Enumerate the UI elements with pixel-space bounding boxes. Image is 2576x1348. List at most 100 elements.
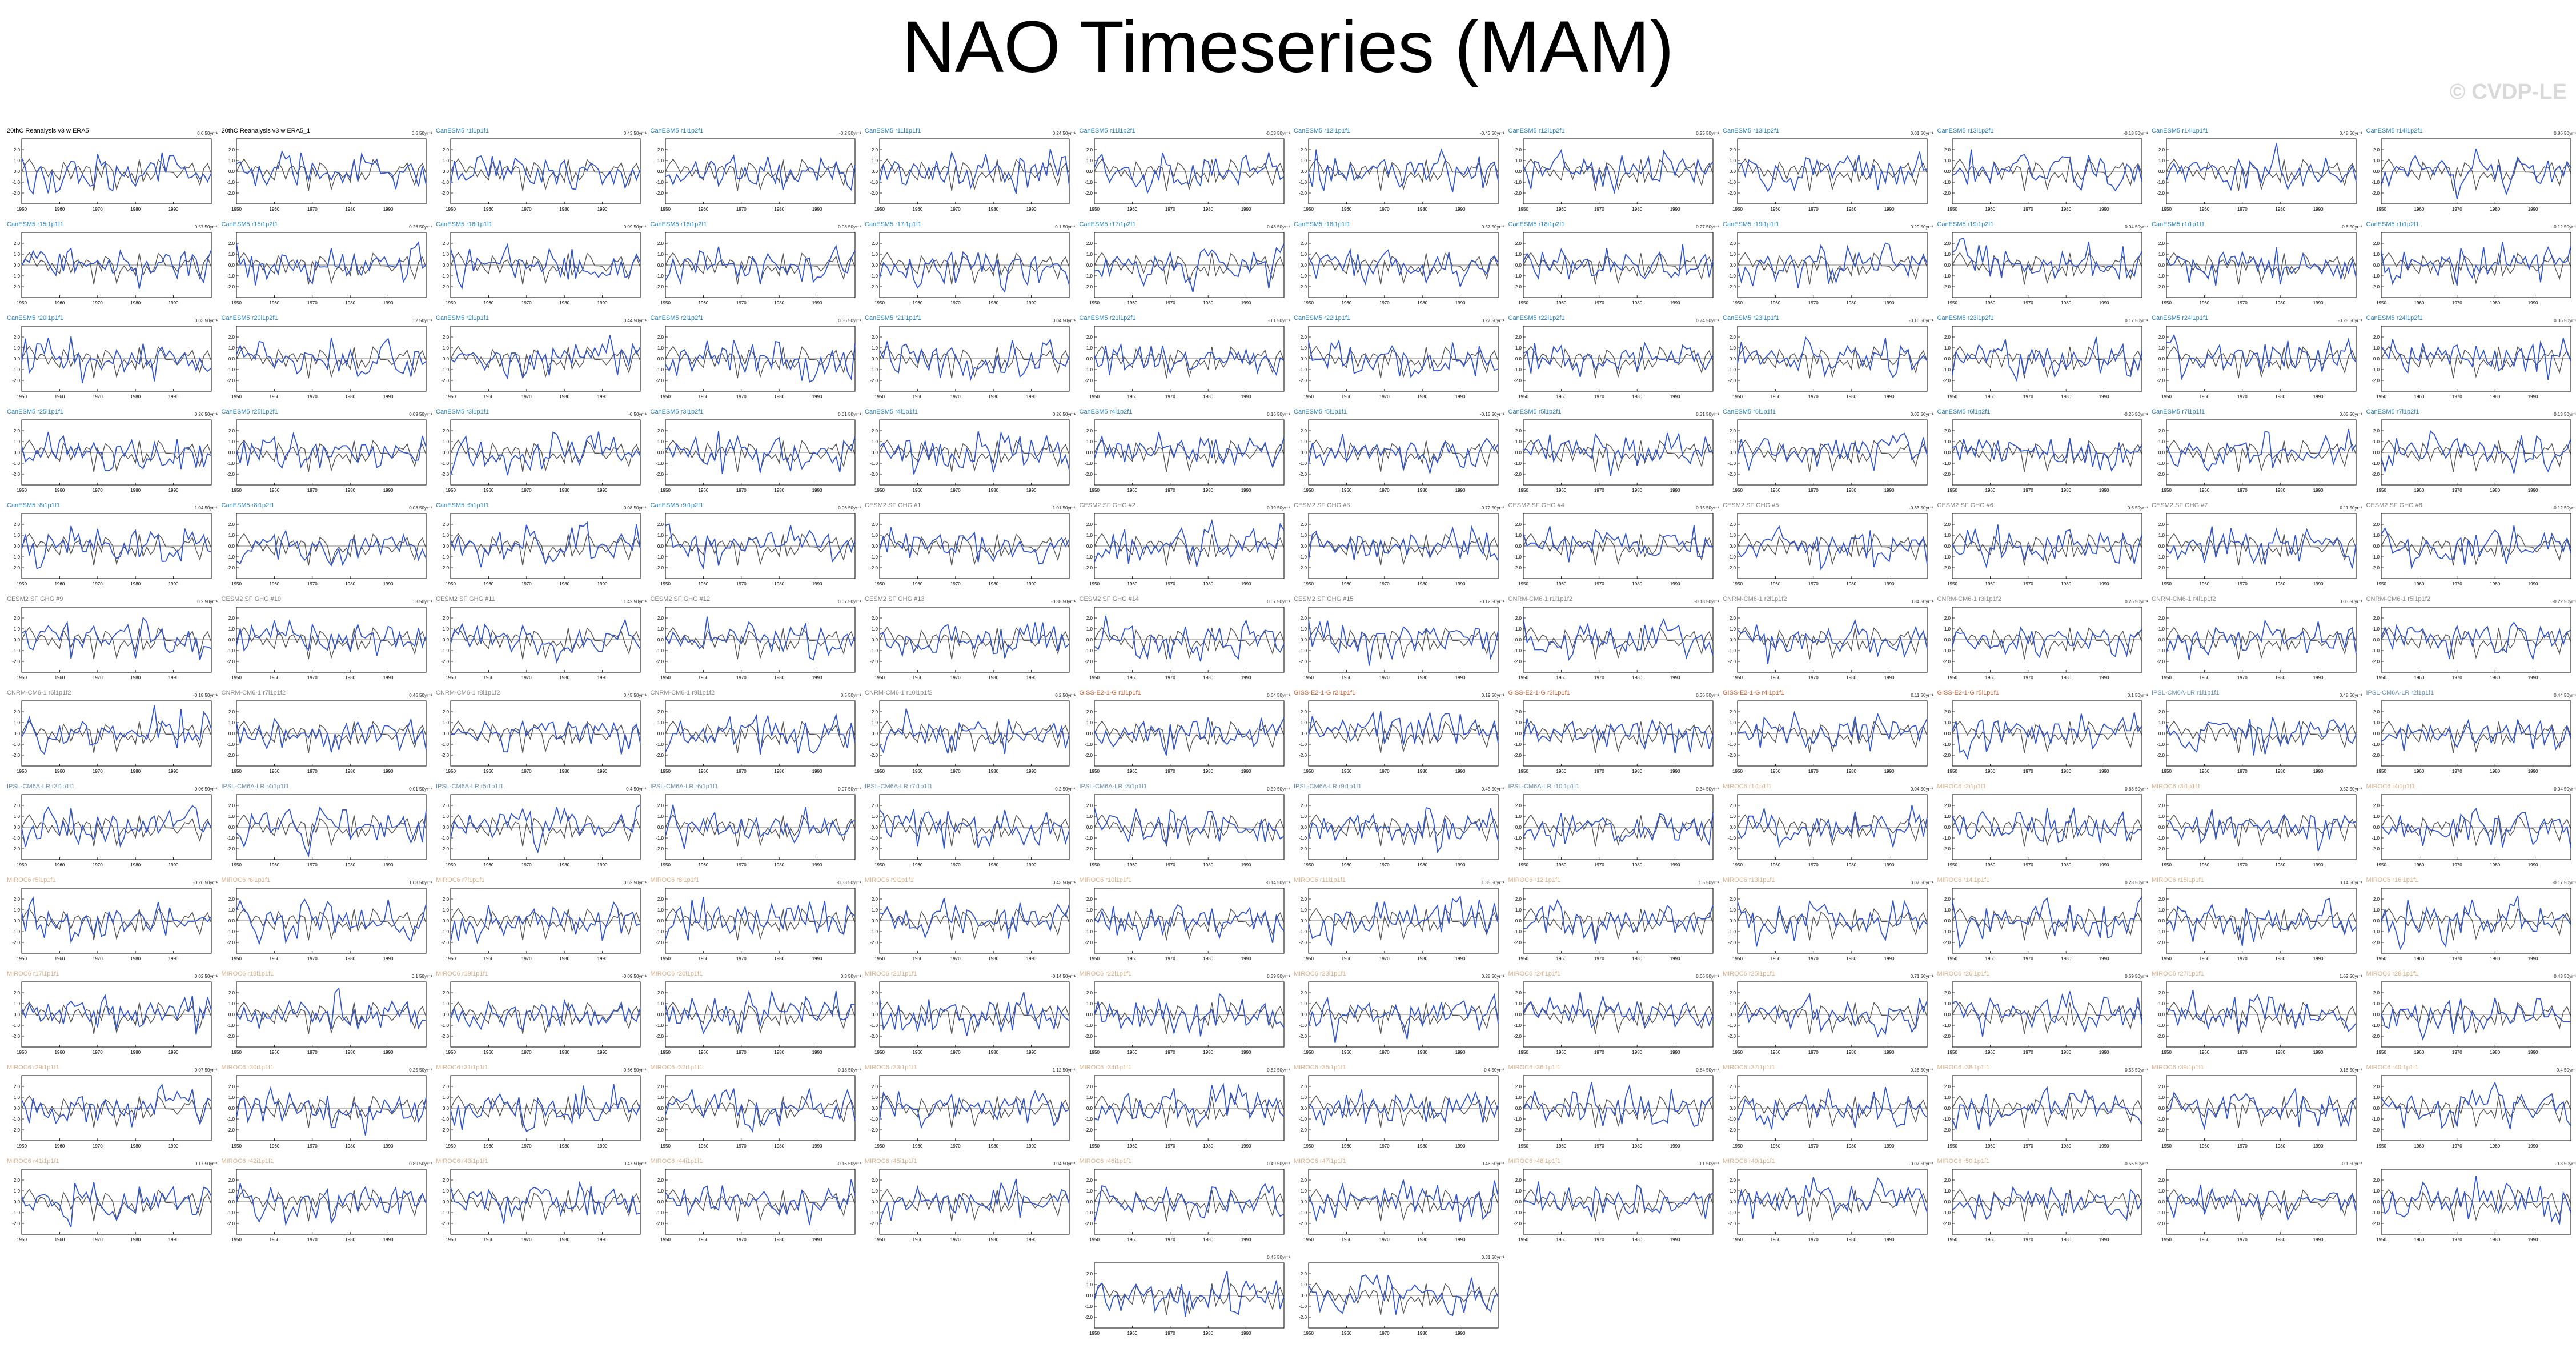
series-line-obs xyxy=(2380,158,2571,191)
y-tick-label: -1.0 xyxy=(227,742,235,747)
y-tick-label: -2.0 xyxy=(2372,191,2380,196)
x-tick-label: 1960 xyxy=(1556,862,1566,868)
y-tick-label: -2.0 xyxy=(1943,565,1951,571)
x-tick-label: 1960 xyxy=(1342,769,1352,774)
x-tick-label: 1970 xyxy=(2023,394,2033,399)
series-line-model xyxy=(2380,621,2571,661)
panel-title: CNRM-CM6-1 r6i1p1f2 xyxy=(7,689,71,696)
series-line-obs xyxy=(879,158,1070,191)
x-tick-label: 1970 xyxy=(521,394,532,399)
series-line-model xyxy=(1093,1271,1285,1317)
x-tick-label: 1960 xyxy=(55,394,65,399)
panel-trend-label: 0.57 50yr⁻¹ xyxy=(194,224,218,230)
y-tick-label: 0.0 xyxy=(1730,544,1736,549)
y-tick-label: 2.0 xyxy=(443,616,450,621)
y-tick-label: 0.0 xyxy=(1515,169,1522,174)
y-tick-label: 1.0 xyxy=(1944,627,1951,632)
y-tick-label: 0.0 xyxy=(657,263,664,268)
x-tick-label: 1960 xyxy=(55,956,65,961)
chart-panel: CESM2 SF GHG #6 0.6 50yr⁻¹ -2.0 -1.0 0.0 1.0 2… xyxy=(1935,502,2149,597)
x-tick-label: 1970 xyxy=(521,769,532,774)
series-line-model xyxy=(664,897,856,941)
x-tick-label: 1970 xyxy=(93,300,103,306)
x-tick-label: 1970 xyxy=(2237,207,2248,212)
chart-panel: CESM2 SF GHG #9 0.2 50yr⁻¹ -2.0 -1.0 0.0 1.0 2… xyxy=(5,596,219,691)
y-tick-label: 1.0 xyxy=(1086,627,1093,632)
panel-title: CanESM5 r21i1p2f1 xyxy=(1079,315,1136,322)
chart-panel: CanESM5 r21i1p2f1 -0.1 50yr⁻¹ -2.0 -1.0 0.0 1… xyxy=(1077,315,1291,410)
x-tick-label: 1970 xyxy=(1808,300,1819,306)
series-line-model xyxy=(664,713,856,755)
x-tick-label: 1950 xyxy=(1518,1237,1528,1242)
y-tick-label: 2.0 xyxy=(2158,1084,2165,1089)
y-tick-label: 1.0 xyxy=(2373,627,2380,632)
x-tick-label: 1950 xyxy=(2161,956,2172,961)
y-tick-label: 0.0 xyxy=(872,731,878,736)
x-tick-label: 1990 xyxy=(168,394,179,399)
x-tick-label: 1970 xyxy=(521,488,532,493)
y-tick-label: -1.0 xyxy=(1943,1210,1951,1215)
x-tick-label: 1950 xyxy=(1303,300,1314,306)
y-tick-label: -2.0 xyxy=(1085,1315,1093,1320)
y-tick-label: -1.0 xyxy=(656,180,664,185)
series-line-model xyxy=(450,1181,641,1224)
x-tick-label: 1970 xyxy=(1379,675,1390,680)
x-tick-label: 1990 xyxy=(812,1144,822,1149)
y-tick-label: -1.0 xyxy=(1299,555,1307,560)
chart-panel: CNRM-CM6-1 r3i1p1f2 0.26 50yr⁻¹ -2.0 -1.0 0.… xyxy=(1935,596,2149,691)
panel-title: MIROC6 r39i1p1f1 xyxy=(2152,1064,2204,1071)
panel-trend-label: 0.19 50yr⁻¹ xyxy=(1267,506,1290,511)
y-tick-label: 1.0 xyxy=(228,158,235,163)
y-tick-label: 0.0 xyxy=(1730,731,1736,736)
x-tick-label: 1980 xyxy=(345,207,355,212)
x-tick-label: 1980 xyxy=(1632,1050,1642,1055)
y-tick-label: -2.0 xyxy=(656,472,664,477)
y-tick-label: -2.0 xyxy=(870,846,878,852)
x-tick-label: 1950 xyxy=(2376,1144,2386,1149)
y-tick-label: -2.0 xyxy=(1728,472,1736,477)
panel-title: CNRM-CM6-1 r4i1p1f2 xyxy=(2152,596,2216,603)
panel-trend-label: -0.26 50yr⁻¹ xyxy=(2123,412,2148,417)
x-tick-label: 1970 xyxy=(736,862,746,868)
y-tick-label: -1.0 xyxy=(2157,836,2165,841)
x-tick-label: 1990 xyxy=(812,956,822,961)
x-tick-label: 1980 xyxy=(988,207,998,212)
y-tick-label: -2.0 xyxy=(441,284,449,290)
y-tick-label: 0.0 xyxy=(1944,825,1951,830)
x-tick-label: 1970 xyxy=(93,862,103,868)
y-tick-label: 1.0 xyxy=(228,627,235,632)
y-tick-label: -1.0 xyxy=(441,836,449,841)
x-tick-label: 1950 xyxy=(1732,1144,1743,1149)
x-tick-label: 1950 xyxy=(1947,769,1957,774)
y-tick-label: 0.0 xyxy=(14,1106,21,1111)
x-tick-label: 1970 xyxy=(950,300,961,306)
y-tick-label: -1.0 xyxy=(1085,1023,1093,1028)
y-tick-label: -2.0 xyxy=(2372,1128,2380,1133)
series-line-model xyxy=(1737,900,1928,947)
x-tick-label: 1990 xyxy=(168,300,179,306)
x-tick-label: 1960 xyxy=(2414,1144,2424,1149)
y-tick-label: -1.0 xyxy=(227,1117,235,1122)
series-line-obs xyxy=(664,158,856,191)
x-tick-label: 1980 xyxy=(2490,956,2500,961)
panel-title: GISS-E2-1-G r3i1p1f1 xyxy=(1508,689,1570,696)
y-tick-label: 1.0 xyxy=(1944,158,1951,163)
y-tick-label: 2.0 xyxy=(1515,1178,1522,1183)
x-tick-label: 1960 xyxy=(1556,1050,1566,1055)
x-tick-label: 1990 xyxy=(1026,1237,1037,1242)
x-tick-label: 1980 xyxy=(559,488,569,493)
panel-title: MIROC6 r49i1p1f1 xyxy=(1723,1158,1775,1165)
series-line-obs xyxy=(2380,1001,2571,1034)
y-tick-label: -1.0 xyxy=(870,648,878,653)
y-tick-label: 0.0 xyxy=(443,169,450,174)
x-tick-label: 1960 xyxy=(269,488,279,493)
y-tick-label: 1.0 xyxy=(2373,346,2380,351)
series-line-model xyxy=(21,1182,212,1227)
